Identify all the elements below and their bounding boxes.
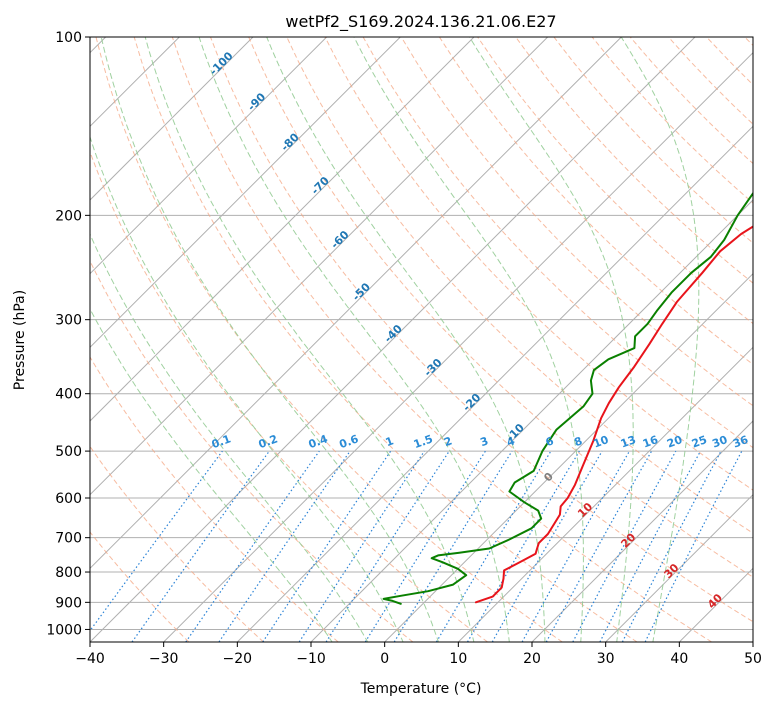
mixing-ratio-line bbox=[393, 450, 513, 642]
y-axis: 100 200 300 400 500 600 700 800 900 1000 bbox=[46, 30, 90, 638]
temperature-line bbox=[474, 225, 753, 604]
isotherm-line bbox=[90, 37, 401, 349]
mixing-ratio-label: 3 bbox=[478, 434, 490, 449]
mixing-ratio-label: 0.2 bbox=[257, 432, 280, 451]
y-tick-label: 100 bbox=[55, 30, 82, 46]
mixing-ratio-line bbox=[325, 450, 450, 642]
isotherm-line bbox=[90, 37, 328, 275]
mixing-ratio-label: 16 bbox=[641, 433, 660, 451]
mixing-ratio-label: 0.1 bbox=[210, 432, 233, 451]
x-tick-label: 50 bbox=[744, 651, 762, 667]
dry-adiabat bbox=[515, 37, 753, 284]
y-tick-label: 200 bbox=[55, 208, 82, 224]
x-tick-label: −20 bbox=[223, 651, 253, 667]
y-tick-label: 300 bbox=[55, 313, 82, 329]
x-tick-label: −30 bbox=[149, 651, 179, 667]
x-tick-label: 40 bbox=[670, 651, 688, 667]
mixing-ratio-line bbox=[644, 450, 743, 642]
mixing-ratio-line bbox=[218, 450, 351, 642]
dry-adiabat bbox=[248, 37, 753, 578]
isotherm-line bbox=[384, 272, 753, 642]
dry-adiabat bbox=[90, 531, 190, 642]
moist-adiabat bbox=[469, 37, 634, 642]
dry-adiabat bbox=[210, 37, 753, 623]
moist-adiabat bbox=[100, 37, 440, 642]
mixing-ratio-label: 4 bbox=[505, 434, 517, 449]
x-tick-label: 30 bbox=[597, 651, 615, 667]
chart-title: wetPf2_S169.2024.136.21.06.E27 bbox=[285, 12, 556, 32]
mixing-ratio-label: 0.4 bbox=[307, 432, 330, 451]
y-tick-label: 400 bbox=[55, 387, 82, 403]
y-axis-title: Pressure (hPa) bbox=[12, 290, 28, 390]
mixing-ratio-label: 2 bbox=[442, 434, 454, 449]
dry-adiabat bbox=[90, 445, 264, 642]
moist-adiabat bbox=[90, 135, 404, 642]
x-tick-label: 10 bbox=[449, 651, 467, 667]
moist-adiabat bbox=[266, 37, 546, 642]
mixing-ratio-line bbox=[521, 450, 631, 642]
y-tick-label: 800 bbox=[55, 565, 82, 581]
mixing-ratio-line bbox=[545, 450, 653, 642]
background-lines bbox=[90, 37, 753, 642]
dry-adiabat bbox=[171, 37, 712, 642]
x-axis-title: Temperature (°C) bbox=[360, 681, 482, 697]
dry-adiabat bbox=[95, 37, 563, 642]
mixing-ratio-label: 8 bbox=[572, 434, 584, 449]
mixing-ratio-label: 10 bbox=[592, 433, 611, 451]
isotherm-line bbox=[90, 37, 696, 642]
x-axis: −40 −30 −20 −10 0 10 20 30 40 50 bbox=[75, 642, 762, 667]
mixing-ratio-label: 20 bbox=[665, 433, 684, 451]
x-tick-label: −40 bbox=[75, 651, 105, 667]
isotherm-line bbox=[236, 125, 753, 642]
dry-adiabat bbox=[90, 259, 414, 642]
y-tick-label: 1000 bbox=[46, 622, 82, 638]
plot-frame bbox=[89, 36, 754, 643]
dry-adiabat bbox=[90, 150, 488, 642]
dry-adiabat bbox=[438, 37, 753, 366]
y-tick-label: 700 bbox=[55, 531, 82, 547]
mixing-ratio-line bbox=[131, 450, 270, 642]
moist-adiabat bbox=[90, 232, 369, 642]
moist-adiabat bbox=[198, 37, 510, 642]
mixing-ratio-label: 30 bbox=[710, 433, 729, 451]
x-tick-label: 0 bbox=[380, 651, 389, 667]
dry-adiabat bbox=[324, 37, 753, 491]
isotherm-line bbox=[531, 420, 753, 642]
dry-adiabat bbox=[133, 37, 638, 642]
mixing-ratio-line bbox=[185, 450, 320, 642]
isotherm-line bbox=[457, 346, 753, 642]
mixing-ratio-line bbox=[262, 450, 392, 642]
mixing-ratio-label: 1 bbox=[384, 434, 396, 449]
mixing-ratio-line bbox=[298, 450, 425, 642]
moist-adiabat bbox=[144, 37, 475, 642]
mixing-ratio-line bbox=[572, 450, 677, 642]
mixing-ratio-label: 13 bbox=[619, 433, 638, 450]
mixing-ratio-label: 25 bbox=[690, 433, 709, 450]
y-tick-label: 600 bbox=[55, 491, 82, 507]
mixing-ratio-line bbox=[90, 450, 223, 632]
dewpoint-line bbox=[382, 191, 753, 605]
mixing-ratio-label: 1.5 bbox=[412, 432, 435, 451]
isotherm-line bbox=[90, 37, 475, 422]
isotherm-line bbox=[90, 37, 549, 496]
dry-adiabat bbox=[400, 37, 753, 407]
x-tick-label: −10 bbox=[296, 651, 326, 667]
mixing-ratio-label: 36 bbox=[731, 433, 750, 451]
series-group bbox=[382, 191, 753, 605]
isotherm-line bbox=[90, 37, 254, 201]
mixing-ratio-label: 6 bbox=[544, 434, 556, 449]
isotherm-line bbox=[163, 51, 753, 642]
isotherm-line bbox=[90, 37, 622, 570]
dry-adiabat bbox=[90, 356, 339, 642]
x-tick-label: 20 bbox=[523, 651, 541, 667]
isotherm-line bbox=[605, 493, 753, 642]
y-tick-label: 500 bbox=[55, 444, 82, 460]
moist-adiabat bbox=[620, 37, 700, 642]
mixing-ratio-label: 0.6 bbox=[338, 432, 361, 451]
y-tick-label: 900 bbox=[55, 595, 82, 611]
